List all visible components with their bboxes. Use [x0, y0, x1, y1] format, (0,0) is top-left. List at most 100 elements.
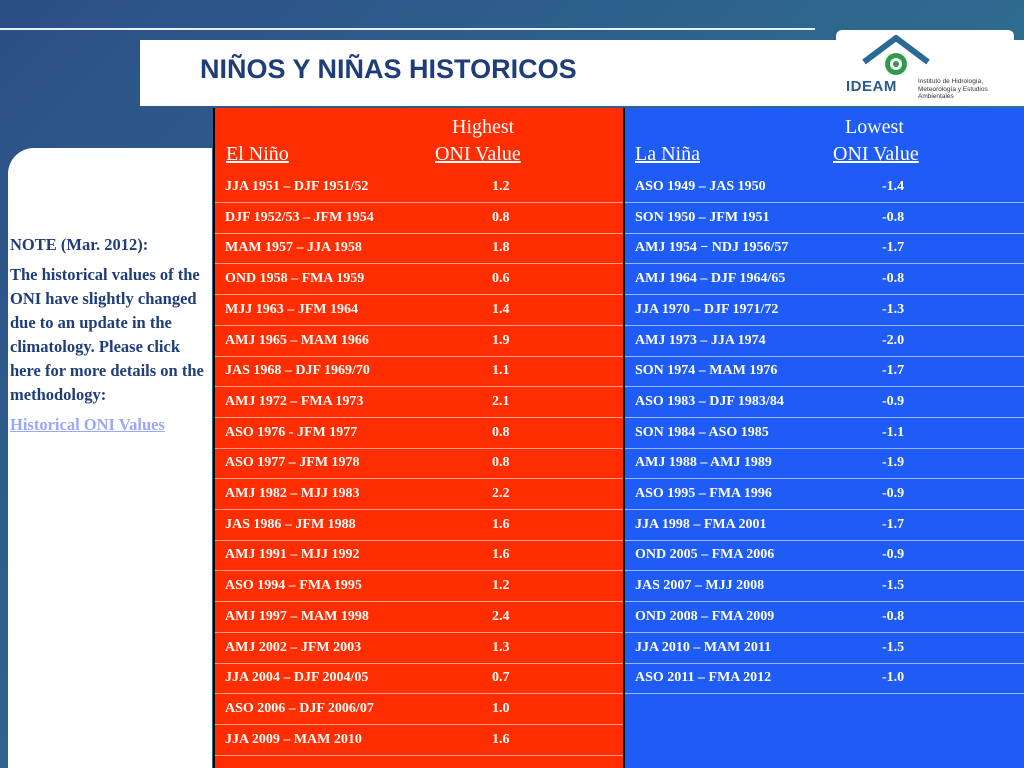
row-period: ASO 1995 – FMA 1996 — [635, 486, 772, 501]
row-period: AMJ 1973 – JJA 1974 — [635, 332, 766, 348]
la-nina-value-label-top: Lowest — [845, 116, 904, 138]
table-row: ASO 1995 – FMA 1996 -0.9 — [625, 479, 1024, 510]
row-period: AMJ 1972 – FMA 1973 — [225, 393, 364, 409]
row-period: DJF 1952/53 – JFM 1954 — [225, 209, 374, 225]
row-oni-value: 1.0 — [492, 700, 510, 716]
table-row: JAS 2007 – MJJ 2008 -1.5 — [625, 571, 1024, 603]
el-nino-panel: Highest El Niño ONI Value JJA 1951 – DJF… — [213, 108, 625, 768]
row-oni-value: 1.6 — [492, 731, 510, 747]
row-oni-value: 2.2 — [492, 486, 510, 501]
row-oni-value: -0.9 — [882, 393, 905, 409]
table-row: AMJ 1954 − NDJ 1956/57 -1.7 — [625, 233, 1024, 265]
table-row: JJA 1970 – DJF 1971/72 -1.3 — [625, 295, 1024, 326]
row-period: ASO 1994 – FMA 1995 — [225, 578, 362, 594]
table-row: JJA 1998 – FMA 2001 -1.7 — [625, 510, 1024, 541]
table-row: DJF 1952/53 – JFM 1954 0.8 — [215, 203, 625, 234]
table-row: JAS 1986 – JFM 1988 1.6 — [215, 510, 625, 541]
la-nina-label: La Niña — [635, 141, 700, 167]
row-period: AMJ 1982 – MJJ 1983 — [225, 486, 360, 501]
table-row: ASO 2006 – DJF 2006/07 1.0 — [215, 694, 625, 725]
table-row: ASO 1983 – DJF 1983/84 -0.9 — [625, 387, 1024, 418]
table-row: SON 1984 – ASO 1985 -1.1 — [625, 418, 1024, 449]
row-oni-value: -0.8 — [882, 209, 905, 225]
table-row: AMJ 1965 – MAM 1966 1.9 — [215, 326, 625, 357]
row-oni-value: -1.4 — [882, 179, 905, 194]
note-body: The historical values of the ONI have sl… — [10, 265, 204, 404]
row-period: OND 2005 – FMA 2006 — [635, 547, 775, 563]
row-oni-value: -0.8 — [882, 608, 905, 624]
el-nino-label: El Niño — [226, 141, 289, 167]
historical-oni-link[interactable]: Historical ONI Values — [10, 415, 165, 434]
row-period: AMJ 1965 – MAM 1966 — [225, 332, 369, 348]
row-oni-value: 1.2 — [492, 578, 510, 594]
row-period: ASO 1977 – JFM 1978 — [225, 455, 360, 471]
row-oni-value: -1.9 — [882, 455, 905, 471]
row-oni-value: 1.1 — [492, 363, 510, 379]
el-nino-label-text: El Niño — [226, 143, 289, 165]
table-row: JJA 1951 – DJF 1951/52 1.2 — [215, 172, 625, 203]
ideam-logo: IDEAM Instituto de Hidrología, Meteorolo… — [836, 30, 1014, 106]
table-row: SON 1950 – JFM 1951 -0.8 — [625, 203, 1024, 234]
row-oni-value: 1.9 — [492, 332, 510, 348]
row-oni-value: 0.6 — [492, 271, 510, 287]
row-oni-value: -1.0 — [882, 670, 905, 686]
el-nino-value-label-text: ONI Value — [435, 143, 521, 165]
row-period: SON 1984 – ASO 1985 — [635, 424, 769, 440]
row-oni-value: -2.0 — [882, 332, 905, 348]
ideam-emblem-icon — [862, 35, 930, 75]
table-row: AMJ 2002 – JFM 2003 1.3 — [215, 633, 625, 664]
table-row: MAM 1957 – JJA 1958 1.8 — [215, 233, 625, 265]
logo-subtitle: Instituto de Hidrología, Meteorología y … — [918, 78, 988, 100]
row-period: MJJ 1963 – JFM 1964 — [225, 301, 358, 317]
row-oni-value: 0.7 — [492, 670, 510, 686]
table-row: ASO 1976 - JFM 1977 0.8 — [215, 418, 625, 449]
row-oni-value: -1.7 — [882, 240, 905, 256]
el-nino-value-label: ONI Value — [435, 141, 521, 167]
row-period: JJA 2009 – MAM 2010 — [225, 731, 362, 747]
row-period: AMJ 1991 – MJJ 1992 — [225, 547, 360, 563]
row-period: JJA 1951 – DJF 1951/52 — [225, 179, 369, 194]
table-row: ASO 1994 – FMA 1995 1.2 — [215, 571, 625, 603]
table-row: JAS 1968 – DJF 1969/70 1.1 — [215, 356, 625, 388]
row-period: JAS 1968 – DJF 1969/70 — [225, 363, 370, 379]
row-period: AMJ 1988 – AMJ 1989 — [635, 455, 772, 471]
la-nina-value-label-text: ONI Value — [833, 143, 919, 165]
row-period: MAM 1957 – JJA 1958 — [225, 240, 362, 256]
table-row: ASO 1977 – JFM 1978 0.8 — [215, 448, 625, 480]
note-panel — [8, 148, 212, 768]
row-period: JJA 2004 – DJF 2004/05 — [225, 670, 369, 686]
row-period: ASO 2011 – FMA 2012 — [635, 670, 772, 686]
row-oni-value: -1.1 — [882, 424, 905, 440]
table-row: OND 2005 – FMA 2006 -0.9 — [625, 540, 1024, 572]
row-period: OND 2008 – FMA 2009 — [635, 608, 775, 624]
row-oni-value: 1.4 — [492, 301, 510, 317]
el-nino-value-label-top: Highest — [452, 116, 515, 138]
row-period: JAS 2007 – MJJ 2008 — [635, 578, 765, 594]
row-period: ASO 1976 - JFM 1977 — [225, 424, 358, 440]
table-row: AMJ 1991 – MJJ 1992 1.6 — [215, 540, 625, 572]
note-block: NOTE (Mar. 2012): The historical values … — [10, 233, 210, 443]
table-row: SON 1974 – MAM 1976 -1.7 — [625, 356, 1024, 388]
table-row: OND 1958 – FMA 1959 0.6 — [215, 264, 625, 296]
row-period: ASO 1983 – DJF 1983/84 — [635, 393, 784, 409]
row-oni-value: 1.2 — [492, 179, 510, 194]
row-oni-value: 0.8 — [492, 424, 510, 440]
la-nina-value-label: ONI Value — [833, 141, 919, 167]
row-period: SON 1950 – JFM 1951 — [635, 209, 770, 225]
table-row: AMJ 1988 – AMJ 1989 -1.9 — [625, 448, 1024, 480]
row-oni-value: 1.6 — [492, 547, 510, 563]
row-oni-value: -1.3 — [882, 301, 905, 317]
row-oni-value: -1.5 — [882, 639, 905, 655]
row-period: JAS 1986 – JFM 1988 — [225, 516, 356, 532]
row-oni-value: -1.5 — [882, 578, 905, 594]
row-oni-value: 0.8 — [492, 209, 510, 225]
row-oni-value: -1.7 — [882, 363, 905, 379]
row-period: JJA 1998 – FMA 2001 — [635, 516, 767, 532]
header-rule — [0, 28, 815, 30]
row-period: SON 1974 – MAM 1976 — [635, 363, 778, 379]
table-row: MJJ 1963 – JFM 1964 1.4 — [215, 295, 625, 326]
row-oni-value: -0.9 — [882, 486, 905, 501]
row-period: ASO 2006 – DJF 2006/07 — [225, 700, 374, 716]
note-heading: NOTE (Mar. 2012): — [10, 235, 149, 254]
row-period: AMJ 1954 − NDJ 1956/57 — [635, 240, 789, 256]
